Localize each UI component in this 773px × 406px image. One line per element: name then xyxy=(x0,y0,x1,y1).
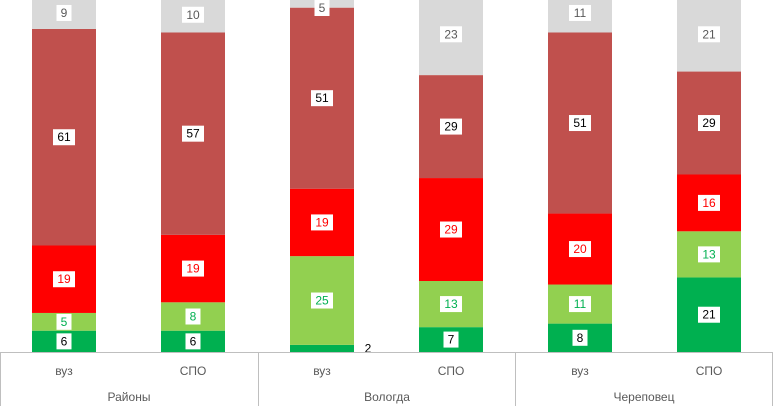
data-label: 20 xyxy=(573,242,587,256)
bar-segment-dark-green xyxy=(290,344,354,352)
data-label-background xyxy=(311,214,333,231)
data-label-background xyxy=(443,331,459,348)
data-label: 13 xyxy=(702,247,716,261)
data-label: 21 xyxy=(702,27,716,41)
category-axis: вуз СПО вуз СПО вуз СПО Районы Вологда Ч… xyxy=(0,352,773,406)
bar-label-rayony-spo: СПО xyxy=(180,364,207,378)
data-label: 9 xyxy=(61,6,68,20)
data-label-background xyxy=(440,26,462,43)
data-label-background xyxy=(185,308,201,325)
data-label-background xyxy=(182,125,204,142)
data-label: 51 xyxy=(315,91,329,105)
data-label-background xyxy=(440,118,462,135)
data-label: 6 xyxy=(190,334,197,348)
data-label-background xyxy=(182,6,204,23)
data-label: 19 xyxy=(57,272,71,286)
data-label-background xyxy=(698,115,720,132)
data-label: 5 xyxy=(61,315,68,329)
bar-label-rayony-vuz: вуз xyxy=(55,364,73,378)
data-label: 6 xyxy=(61,334,68,348)
data-label: 11 xyxy=(574,297,587,311)
data-label: 25 xyxy=(315,294,329,308)
data-label-background xyxy=(440,221,462,238)
data-label: 8 xyxy=(190,310,197,324)
data-label-background xyxy=(698,26,720,43)
data-label-background xyxy=(698,306,720,323)
data-label: 29 xyxy=(702,116,716,130)
data-label: 29 xyxy=(444,120,458,134)
data-label: 8 xyxy=(577,331,584,345)
data-label-background xyxy=(314,0,330,16)
data-label: 29 xyxy=(444,223,458,237)
data-label: 16 xyxy=(702,196,716,210)
data-label: 2 xyxy=(365,341,372,355)
data-label-background xyxy=(311,90,333,107)
data-label-background xyxy=(698,246,720,263)
data-label: 10 xyxy=(186,8,200,22)
data-label: 19 xyxy=(315,215,329,229)
data-label-background xyxy=(569,241,591,258)
data-label: 13 xyxy=(444,297,458,311)
data-label-background xyxy=(569,296,591,313)
data-label: 61 xyxy=(57,130,71,144)
data-label: 23 xyxy=(444,27,458,41)
data-label-background xyxy=(53,129,75,146)
data-label-background xyxy=(53,271,75,288)
group-label-cherepovets: Череповец xyxy=(614,390,675,404)
bar-label-cherepovets-vuz: вуз xyxy=(571,364,589,378)
data-label-background xyxy=(569,4,591,21)
bars-layer: 6519619681957102251951571329292381120511… xyxy=(32,0,741,355)
data-label-background xyxy=(56,4,72,21)
group-label-rayony: Районы xyxy=(108,390,151,404)
group-label-vologda: Вологда xyxy=(364,390,410,404)
data-label-background xyxy=(698,194,720,211)
data-label-background xyxy=(182,260,204,277)
bar-label-cherepovets-spo: СПО xyxy=(696,364,723,378)
data-label-background xyxy=(56,313,72,330)
data-label: 19 xyxy=(186,262,200,276)
data-label: 11 xyxy=(574,6,587,20)
data-label: 21 xyxy=(702,308,716,322)
data-label: 7 xyxy=(448,333,455,347)
data-label: 51 xyxy=(573,116,587,130)
data-label-background xyxy=(311,292,333,309)
data-label: 57 xyxy=(186,127,200,141)
bar-label-vologda-spo: СПО xyxy=(438,364,465,378)
data-label-background xyxy=(185,333,201,350)
data-label-background xyxy=(440,296,462,313)
data-label-background xyxy=(572,329,588,346)
data-label: 5 xyxy=(319,1,326,15)
data-label-background xyxy=(569,115,591,132)
data-label-background xyxy=(56,333,72,350)
bar-label-vologda-vuz: вуз xyxy=(313,364,331,378)
